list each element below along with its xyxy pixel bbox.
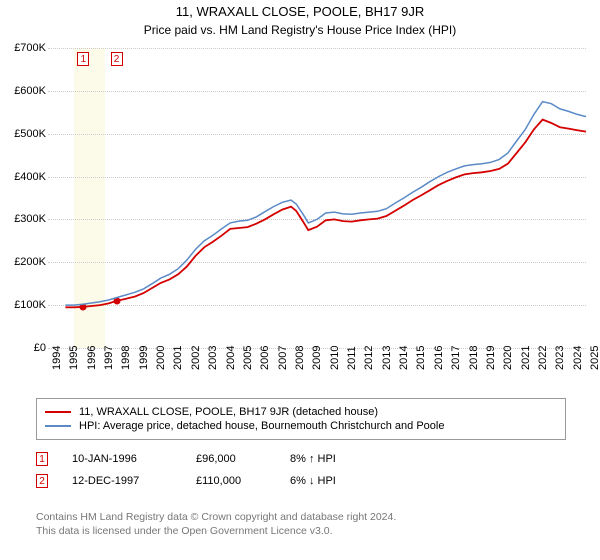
plot-area: £0£100K£200K£300K£400K£500K£600K£700K12 [48,48,586,348]
y-axis-label: £300K [0,213,46,225]
legend-box: 11, WRAXALL CLOSE, POOLE, BH17 9JR (deta… [36,398,566,440]
y-axis-label: £400K [0,171,46,183]
event-row: 1 10-JAN-1996 £96,000 8% ↑ HPI [36,448,566,470]
event-price: £110,000 [196,475,266,487]
event-row: 2 12-DEC-1997 £110,000 6% ↓ HPI [36,470,566,492]
event-marker: 1 [36,452,48,466]
footer-line-1: Contains HM Land Registry data © Crown c… [36,510,566,524]
x-axis-label: 2017 [450,346,462,370]
x-axis-label: 1998 [120,346,132,370]
y-axis-label: £200K [0,256,46,268]
x-axis-label: 2010 [329,346,341,370]
x-axis-label: 2024 [572,346,584,370]
x-axis-label: 2023 [554,346,566,370]
x-axis-label: 2013 [381,346,393,370]
x-axis-label: 2009 [311,346,323,370]
x-axis-label: 2008 [294,346,306,370]
sale-events: 1 10-JAN-1996 £96,000 8% ↑ HPI 2 12-DEC-1997 £… [36,448,566,492]
x-axis-label: 1994 [51,346,63,370]
x-axis-label: 1997 [103,346,115,370]
y-axis-label: £600K [0,85,46,97]
y-axis-label: £100K [0,299,46,311]
x-axis-label: 2020 [502,346,514,370]
x-axis-label: 2004 [225,346,237,370]
x-axis-label: 2014 [398,346,410,370]
legend-row: HPI: Average price, detached house, Bour… [45,419,557,433]
x-axis-label: 2011 [346,346,358,370]
x-axis-label: 2002 [190,346,202,370]
x-axis-label: 1999 [138,346,150,370]
event-date: 12-DEC-1997 [72,475,172,487]
x-axis-label: 1996 [86,346,98,370]
footer-attribution: Contains HM Land Registry data © Crown c… [36,510,566,538]
x-axis-label: 2025 [589,346,600,370]
event-delta: 8% ↑ HPI [290,453,380,465]
y-axis-label: £500K [0,128,46,140]
x-axis-label: 2022 [537,346,549,370]
footer-line-2: This data is licensed under the Open Gov… [36,524,566,538]
x-axis-label: 2021 [520,346,532,370]
legend-swatch [45,425,71,427]
x-axis-label: 2007 [277,346,289,370]
legend-row: 11, WRAXALL CLOSE, POOLE, BH17 9JR (deta… [45,405,557,419]
x-axis-label: 2005 [242,346,254,370]
chart-container: 11, WRAXALL CLOSE, POOLE, BH17 9JR Price… [0,0,600,560]
chart-subtitle: Price paid vs. HM Land Registry's House … [0,19,600,43]
chart-lines [48,48,586,348]
x-axis-label: 2018 [468,346,480,370]
x-axis-label: 1995 [68,346,80,370]
x-axis-label: 2003 [207,346,219,370]
y-axis-label: £700K [0,42,46,54]
x-axis-label: 2000 [155,346,167,370]
event-price: £96,000 [196,453,266,465]
x-axis-label: 2015 [415,346,427,370]
event-marker: 2 [36,474,48,488]
y-axis-label: £0 [0,342,46,354]
chart-title: 11, WRAXALL CLOSE, POOLE, BH17 9JR [0,0,600,19]
x-axis-label: 2016 [433,346,445,370]
x-axis-label: 2001 [172,346,184,370]
series-hpi [65,102,586,306]
x-axis-label: 2019 [485,346,497,370]
legend-label: HPI: Average price, detached house, Bour… [79,420,444,432]
event-delta: 6% ↓ HPI [290,475,380,487]
event-date: 10-JAN-1996 [72,453,172,465]
x-axis-label: 2012 [363,346,375,370]
x-axis-label: 2006 [259,346,271,370]
legend-label: 11, WRAXALL CLOSE, POOLE, BH17 9JR (deta… [79,406,378,418]
legend-swatch [45,411,71,413]
